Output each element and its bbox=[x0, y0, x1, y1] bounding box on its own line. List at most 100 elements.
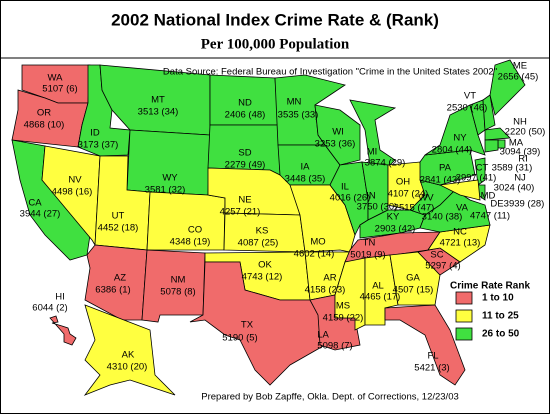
state-value: 4507 (15) bbox=[393, 285, 434, 296]
state-abbr: MT bbox=[151, 95, 165, 106]
state-value: 2841 (43) bbox=[420, 175, 461, 186]
state-abbr: MS bbox=[336, 301, 350, 312]
state-value: 4721 (13) bbox=[440, 238, 481, 249]
state-abbr: NE bbox=[238, 195, 251, 206]
legend-swatch bbox=[455, 291, 473, 305]
state-shape bbox=[484, 127, 511, 141]
state-value: 5107 (6) bbox=[42, 84, 77, 95]
state-abbr: PA bbox=[439, 163, 452, 174]
state-value: 3173 (37) bbox=[78, 140, 119, 151]
state-shape bbox=[474, 157, 486, 186]
state-value: 4348 (19) bbox=[170, 237, 211, 248]
state-value: 3513 (34) bbox=[138, 107, 179, 118]
state-value: 4602 (14) bbox=[294, 249, 335, 260]
state-abbr: LA bbox=[317, 330, 329, 341]
legend-label: 1 to 10 bbox=[482, 293, 514, 304]
state-value: 4868 (10) bbox=[24, 120, 65, 131]
state-abbr: UT bbox=[112, 211, 125, 222]
state-value: 3024 (40) bbox=[494, 183, 535, 194]
state-abbr: SD bbox=[238, 148, 251, 159]
state-shape bbox=[189, 261, 326, 386]
state-shape bbox=[489, 59, 526, 116]
state-shape bbox=[384, 304, 466, 386]
state-shape bbox=[438, 179, 481, 201]
state-value: 4158 (23) bbox=[305, 285, 346, 296]
state-abbr: MO bbox=[310, 237, 325, 248]
state-abbr: WY bbox=[162, 173, 178, 184]
state-value: 2279 (49) bbox=[225, 160, 266, 171]
state-value: 2530 (46) bbox=[447, 103, 488, 114]
state-value: 2656 (45) bbox=[498, 72, 539, 83]
state-abbr: NH bbox=[513, 117, 527, 128]
state-value: 4747 (11) bbox=[470, 211, 510, 222]
state-abbr: WA bbox=[48, 73, 64, 84]
state-abbr: NY bbox=[453, 133, 467, 144]
legend-label: 26 to 50 bbox=[482, 329, 520, 340]
state-value: 2406 (48) bbox=[225, 110, 266, 121]
state-abbr: WI bbox=[332, 127, 344, 138]
source: Data Source: Federal Bureau of Investiga… bbox=[163, 67, 497, 78]
state-shape bbox=[49, 315, 77, 346]
state-value: 3448 (35) bbox=[285, 174, 326, 185]
state-value: 2997 (41) bbox=[456, 173, 497, 184]
legend: Crime Rate Rank 1 to 10 11 to 25 26 to 50 bbox=[450, 281, 530, 341]
state-abbr: FL bbox=[427, 351, 438, 362]
state-abbr: CO bbox=[188, 225, 202, 236]
footer: Prepared by Bob Zapffe, Okla. Dept. of C… bbox=[201, 392, 459, 403]
state-shape bbox=[484, 139, 499, 153]
state-value: 2804 (44) bbox=[432, 145, 473, 156]
state-abbr: ME bbox=[513, 61, 527, 72]
state-abbr: RI bbox=[518, 154, 528, 165]
subtitle: Per 100,000 Population bbox=[201, 36, 350, 52]
state-value: 3750 (30) bbox=[357, 202, 398, 213]
state-abbr: AR bbox=[323, 273, 336, 284]
state-abbr: MI bbox=[367, 147, 378, 158]
state-abbr: AZ bbox=[114, 273, 126, 284]
state-abbr: IA bbox=[301, 162, 311, 173]
state-abbr: NJ bbox=[514, 173, 526, 184]
state-abbr: ID bbox=[90, 128, 100, 139]
state-value: 4310 (20) bbox=[107, 362, 148, 373]
state-abbr: IL bbox=[341, 182, 349, 193]
legend-title: Crime Rate Rank bbox=[450, 281, 530, 292]
state-value: 2515 (47) bbox=[394, 203, 435, 214]
state-value: 4498 (16) bbox=[52, 187, 93, 198]
state-abbr: MD bbox=[481, 191, 496, 202]
state-abbr: TN bbox=[363, 238, 376, 249]
state-value: 4107 (24) bbox=[388, 189, 429, 200]
state-abbr: TX bbox=[241, 320, 254, 331]
state-abbr: CA bbox=[28, 198, 42, 209]
state-value: 5421 (3) bbox=[414, 363, 449, 374]
state-value: 4743 (12) bbox=[242, 272, 283, 283]
state-value: 5019 (9) bbox=[350, 250, 385, 261]
state-abbr: OR bbox=[37, 108, 51, 119]
state-value: 4452 (18) bbox=[98, 223, 139, 234]
state-abbr: NM bbox=[171, 275, 186, 286]
state-abbr: ND bbox=[238, 98, 252, 109]
state-value: 4257 (21) bbox=[220, 207, 261, 218]
legend-swatch bbox=[455, 309, 473, 323]
state-abbr: KS bbox=[256, 226, 269, 237]
state-value: 6044 (2) bbox=[32, 303, 67, 314]
state-abbr: NC bbox=[453, 227, 467, 238]
state-value: 3939 (28) bbox=[504, 199, 545, 210]
state-value: 4016 (26) bbox=[330, 193, 371, 204]
state-value: 4159 (22) bbox=[323, 313, 364, 324]
state-shape bbox=[83, 304, 176, 396]
legend-swatch bbox=[455, 327, 473, 341]
state-abbr: HI bbox=[55, 292, 65, 303]
state-abbr: VA bbox=[456, 203, 469, 214]
state-abbr: MA bbox=[509, 138, 524, 149]
legend-label: 11 to 25 bbox=[482, 311, 519, 322]
state-value: 3874 (29) bbox=[365, 158, 406, 169]
state-abbr: KY bbox=[387, 212, 400, 223]
state-abbr: CT bbox=[476, 163, 489, 174]
state-abbr: SC bbox=[430, 250, 443, 261]
state-shape bbox=[389, 251, 441, 306]
state-abbr: WV bbox=[418, 193, 434, 204]
state-value: 4087 (25) bbox=[238, 238, 279, 249]
states bbox=[11, 59, 526, 396]
state-value: 5078 (8) bbox=[160, 287, 195, 298]
state-value: 3094 (39) bbox=[500, 147, 541, 158]
